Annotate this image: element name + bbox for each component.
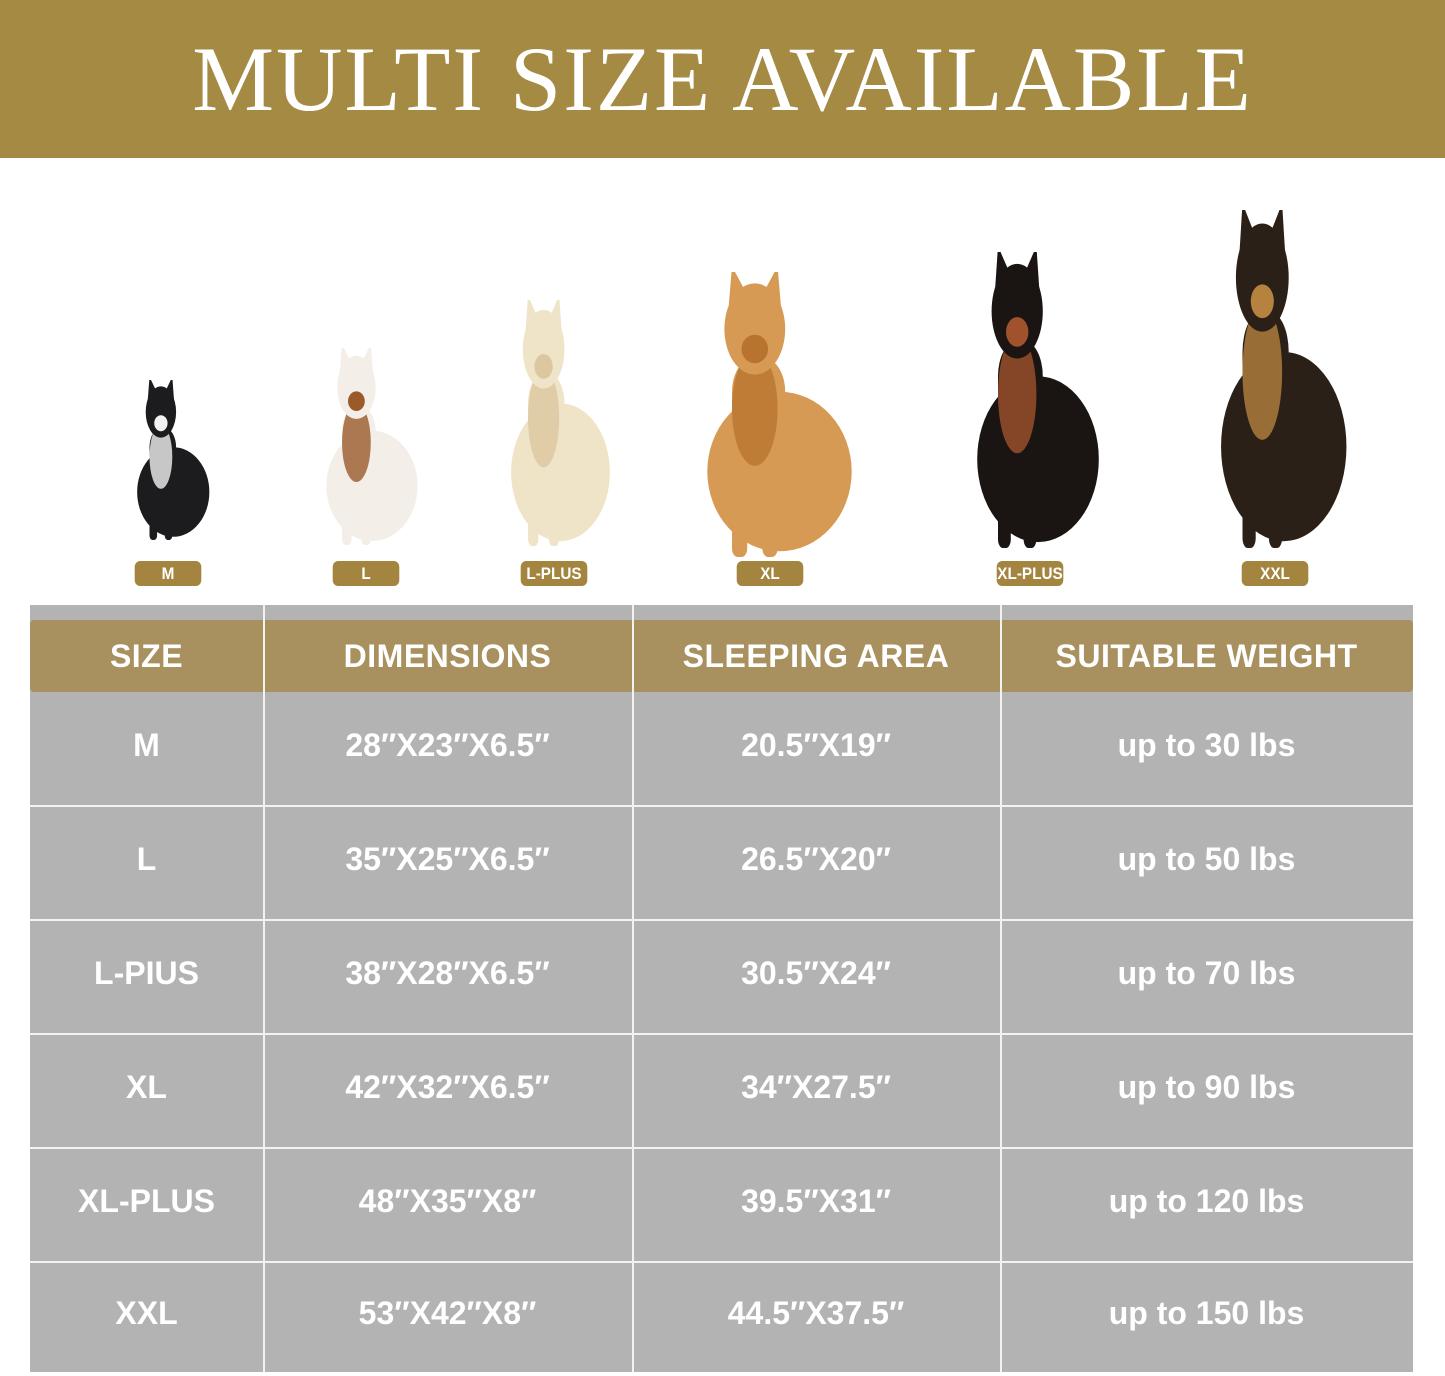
table-cell: 39.5″X31″ (741, 1182, 891, 1219)
table-cell: 35″X25″X6.5″ (345, 840, 550, 877)
column-header: SIZE (109, 637, 184, 674)
size-table: SIZE DIMENSIONS SLEEPING AREA SUITABLE WEIG… (30, 605, 1413, 1372)
title-banner: MULTI SIZE AVAILABLE (0, 0, 1445, 158)
column-header: SLEEPING AREA (682, 637, 950, 674)
table-header (30, 620, 1413, 692)
table-cell: L (136, 840, 157, 877)
table-cell: 53″X42″X8″ (358, 1295, 537, 1331)
table-cell: up to 120 lbs (1108, 1182, 1305, 1219)
table-cell: up to 70 lbs (1117, 954, 1296, 991)
row-divider (30, 805, 1413, 807)
table-cell: 44.5″X37.5″ (727, 1295, 905, 1331)
table-cell: 42″X32″X6.5″ (345, 1068, 550, 1105)
golden-retriever-dog-icon (707, 272, 852, 557)
table-cell: 30.5″X24″ (741, 954, 891, 991)
row-divider (30, 1033, 1413, 1035)
beagle-dog-icon (326, 348, 418, 545)
column-header: SUITABLE WEIGHT (1055, 637, 1358, 674)
table-cell: up to 150 lbs (1108, 1295, 1305, 1331)
table-cell: 28″X23″X6.5″ (345, 727, 550, 763)
labrador-dog-icon (511, 300, 610, 546)
size-label-badge: XXL (1241, 561, 1309, 586)
table-cell: L-PIUS (94, 954, 199, 991)
size-label-badge: L (332, 561, 400, 586)
row-divider (30, 1147, 1413, 1149)
column-divider (632, 605, 634, 1372)
german-shepherd-dog-icon (1220, 210, 1346, 548)
page-title: MULTI SIZE AVAILABLE (192, 28, 1253, 130)
table-cell: 34″X27.5″ (741, 1068, 891, 1105)
column-divider (263, 605, 265, 1372)
table-cell: XXL (115, 1295, 178, 1331)
table-cell: up to 30 lbs (1117, 727, 1296, 763)
row-divider (30, 1261, 1413, 1263)
table-cell: up to 90 lbs (1117, 1068, 1296, 1105)
row-divider (30, 919, 1413, 921)
table-cell: M (133, 727, 160, 763)
column-divider (1000, 605, 1002, 1372)
size-label-badge: XL-PLUS (996, 561, 1064, 586)
table-cell: 48″X35″X8″ (358, 1182, 537, 1219)
size-label-badge: M (134, 561, 202, 586)
table-cell: XL-PLUS (78, 1182, 215, 1219)
table-cell: 20.5″X19″ (741, 727, 891, 763)
size-label-badge: L-PLUS (520, 561, 588, 586)
column-header: DIMENSIONS (343, 637, 552, 674)
table-cell: up to 50 lbs (1117, 840, 1296, 877)
doberman-dog-icon (977, 252, 1099, 548)
table-cell: XL (126, 1068, 167, 1105)
size-label-badge: XL (736, 561, 804, 586)
french-bulldog-dog-icon (136, 380, 209, 540)
table-cell: 38″X28″X6.5″ (345, 954, 550, 991)
table-cell: 26.5″X20″ (741, 840, 891, 877)
